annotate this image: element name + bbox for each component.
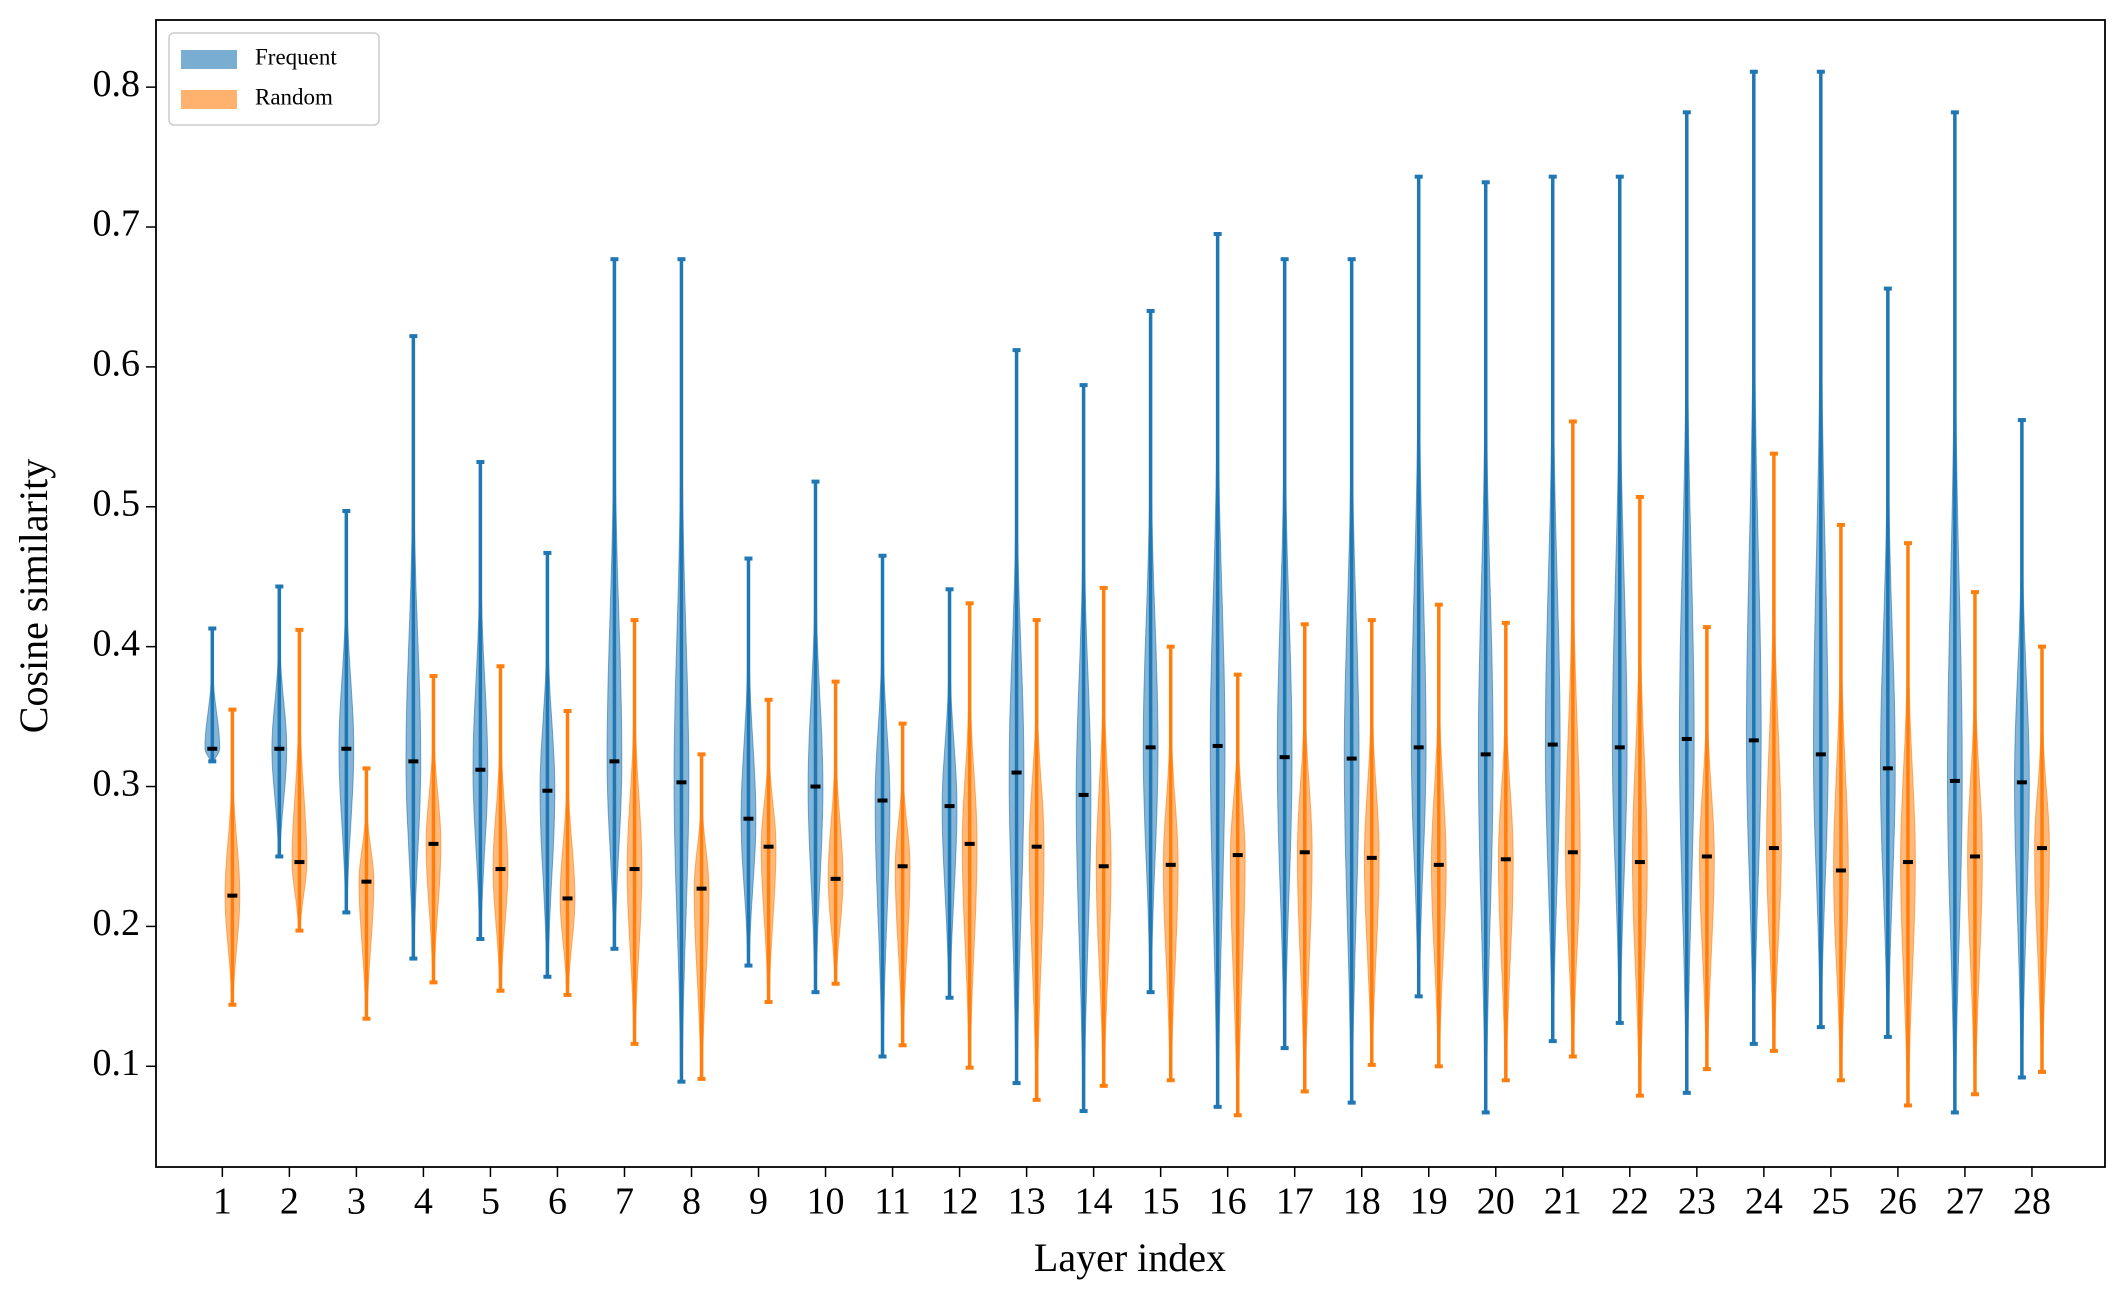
y-axis-label: Cosine similarity xyxy=(11,459,56,733)
x-tick-label: 25 xyxy=(1812,1181,1850,1223)
x-tick-label: 18 xyxy=(1343,1181,1381,1223)
y-tick-label: 0.7 xyxy=(93,203,141,245)
x-tick-label: 27 xyxy=(1946,1181,1984,1223)
y-tick-label: 0.1 xyxy=(93,1042,141,1084)
y-tick-label: 0.3 xyxy=(93,762,141,804)
x-tick-label: 6 xyxy=(548,1181,567,1223)
x-tick-label: 13 xyxy=(1008,1181,1046,1223)
x-tick-label: 24 xyxy=(1745,1181,1783,1223)
x-tick-label: 14 xyxy=(1075,1181,1113,1223)
x-tick-label: 17 xyxy=(1276,1181,1314,1223)
x-tick-label: 21 xyxy=(1544,1181,1582,1223)
x-tick-label: 15 xyxy=(1142,1181,1180,1223)
y-tick-label: 0.6 xyxy=(93,343,141,385)
x-axis-label: Layer index xyxy=(1034,1235,1226,1280)
x-tick-label: 4 xyxy=(414,1181,433,1223)
x-tick-label: 11 xyxy=(874,1181,911,1223)
x-tick-label: 7 xyxy=(615,1181,634,1223)
x-tick-label: 12 xyxy=(941,1181,979,1223)
legend-label: Frequent xyxy=(255,44,337,69)
x-tick-label: 22 xyxy=(1611,1181,1649,1223)
x-tick-label: 8 xyxy=(682,1181,701,1223)
x-tick-label: 28 xyxy=(2013,1181,2051,1223)
x-tick-label: 9 xyxy=(749,1181,768,1223)
legend-swatch xyxy=(181,90,237,109)
plot-frame xyxy=(155,19,2106,1168)
x-tick-label: 5 xyxy=(481,1181,500,1223)
legend-label: Random xyxy=(255,84,333,109)
y-tick-label: 0.2 xyxy=(93,902,141,944)
y-tick-label: 0.4 xyxy=(93,622,141,664)
x-tick-label: 1 xyxy=(213,1181,232,1223)
legend-swatch xyxy=(181,50,237,69)
x-tick-label: 16 xyxy=(1209,1181,1247,1223)
x-tick-label: 20 xyxy=(1477,1181,1515,1223)
x-tick-label: 2 xyxy=(280,1181,299,1223)
x-tick-label: 3 xyxy=(347,1181,366,1223)
y-tick-label: 0.5 xyxy=(93,482,141,524)
x-tick-label: 23 xyxy=(1678,1181,1716,1223)
x-tick-label: 26 xyxy=(1879,1181,1917,1223)
y-tick-label: 0.8 xyxy=(93,63,141,105)
x-tick-label: 10 xyxy=(807,1181,845,1223)
x-tick-label: 19 xyxy=(1410,1181,1448,1223)
